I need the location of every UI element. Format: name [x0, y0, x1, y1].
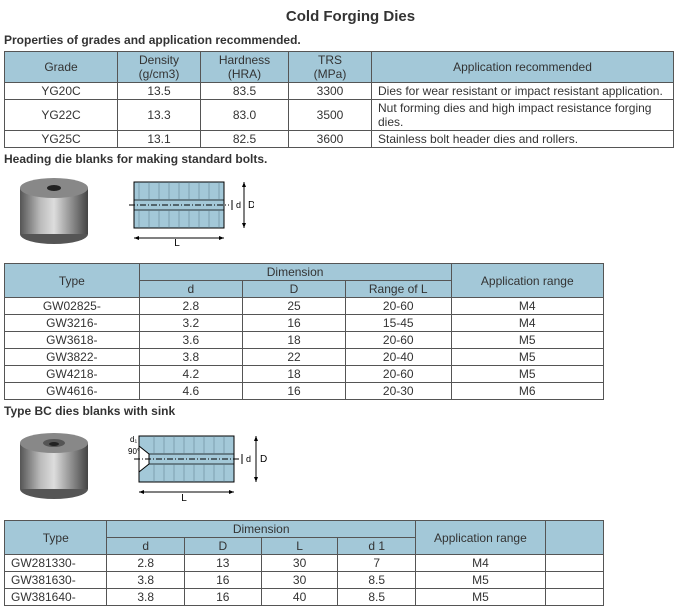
- col-type: Type: [5, 521, 107, 555]
- col-dim: Dimension: [107, 521, 415, 538]
- table-row: GW381630-3.816308.5M5: [5, 572, 604, 589]
- col-range: Range of L: [346, 281, 452, 298]
- col-D: D: [184, 538, 261, 555]
- svg-text:90°: 90°: [128, 447, 140, 456]
- col-D: D: [243, 281, 346, 298]
- table-row: GW281330-2.813307M4: [5, 555, 604, 572]
- section2-heading: Heading die blanks for making standard b…: [4, 152, 693, 166]
- table-row: GW3216-3.21615-45M4: [5, 315, 604, 332]
- grades-table: Grade Density(g/cm3) Hardness(HRA) TRS(M…: [4, 51, 674, 148]
- section3-heading: Type BC dies blanks with sink: [4, 404, 693, 418]
- svg-text:d: d: [246, 454, 251, 464]
- svg-text:L: L: [174, 238, 180, 249]
- table-row: GW3618-3.61820-60M5: [5, 332, 604, 349]
- diagram-2: 90° d₁ L d D: [14, 426, 687, 506]
- col-empty: [545, 521, 603, 555]
- diagram-1: L d D: [14, 174, 687, 249]
- col-d: d: [107, 538, 184, 555]
- cylinder-sink-schematic-icon: 90° d₁ L d D: [124, 426, 274, 506]
- svg-text:D: D: [260, 454, 267, 465]
- table-row: YG25C13.182.53600Stainless bolt header d…: [5, 131, 674, 148]
- page-title: Cold Forging Dies: [4, 8, 693, 25]
- cylinder-schematic-icon: L d D: [124, 174, 254, 249]
- col-trs: TRS(MPa): [289, 52, 372, 83]
- svg-text:D: D: [248, 200, 254, 211]
- table-row: YG20C13.583.53300Dies for wear resistant…: [5, 83, 674, 100]
- bc-table: Type Dimension Application range d D L d…: [4, 520, 604, 606]
- cylinder-sink-3d-icon: [14, 429, 94, 504]
- svg-text:d₁: d₁: [130, 435, 137, 444]
- svg-text:L: L: [181, 493, 187, 504]
- table-row: GW3822-3.82220-40M5: [5, 349, 604, 366]
- svg-text:d: d: [236, 200, 241, 210]
- col-grade: Grade: [5, 52, 118, 83]
- table-row: GW02825-2.82520-60M4: [5, 298, 604, 315]
- col-app: Application recommended: [372, 52, 674, 83]
- blanks-table: Type Dimension Application range d D Ran…: [4, 263, 604, 400]
- col-type: Type: [5, 264, 140, 298]
- table-row: GW4616-4.61620-30M6: [5, 383, 604, 400]
- col-d1: d 1: [338, 538, 415, 555]
- section1-heading: Properties of grades and application rec…: [4, 33, 693, 47]
- col-L: L: [261, 538, 338, 555]
- col-dim: Dimension: [139, 264, 451, 281]
- col-apprange: Application range: [451, 264, 603, 298]
- table-row: YG22C13.383.03500Nut forming dies and hi…: [5, 100, 674, 131]
- cylinder-3d-icon: [14, 174, 94, 249]
- table-row: GW381640-3.816408.5M5: [5, 589, 604, 606]
- col-d: d: [139, 281, 242, 298]
- col-apprange: Application range: [415, 521, 545, 555]
- col-hardness: Hardness(HRA): [201, 52, 289, 83]
- col-density: Density(g/cm3): [118, 52, 201, 83]
- table-row: GW4218-4.21820-60M5: [5, 366, 604, 383]
